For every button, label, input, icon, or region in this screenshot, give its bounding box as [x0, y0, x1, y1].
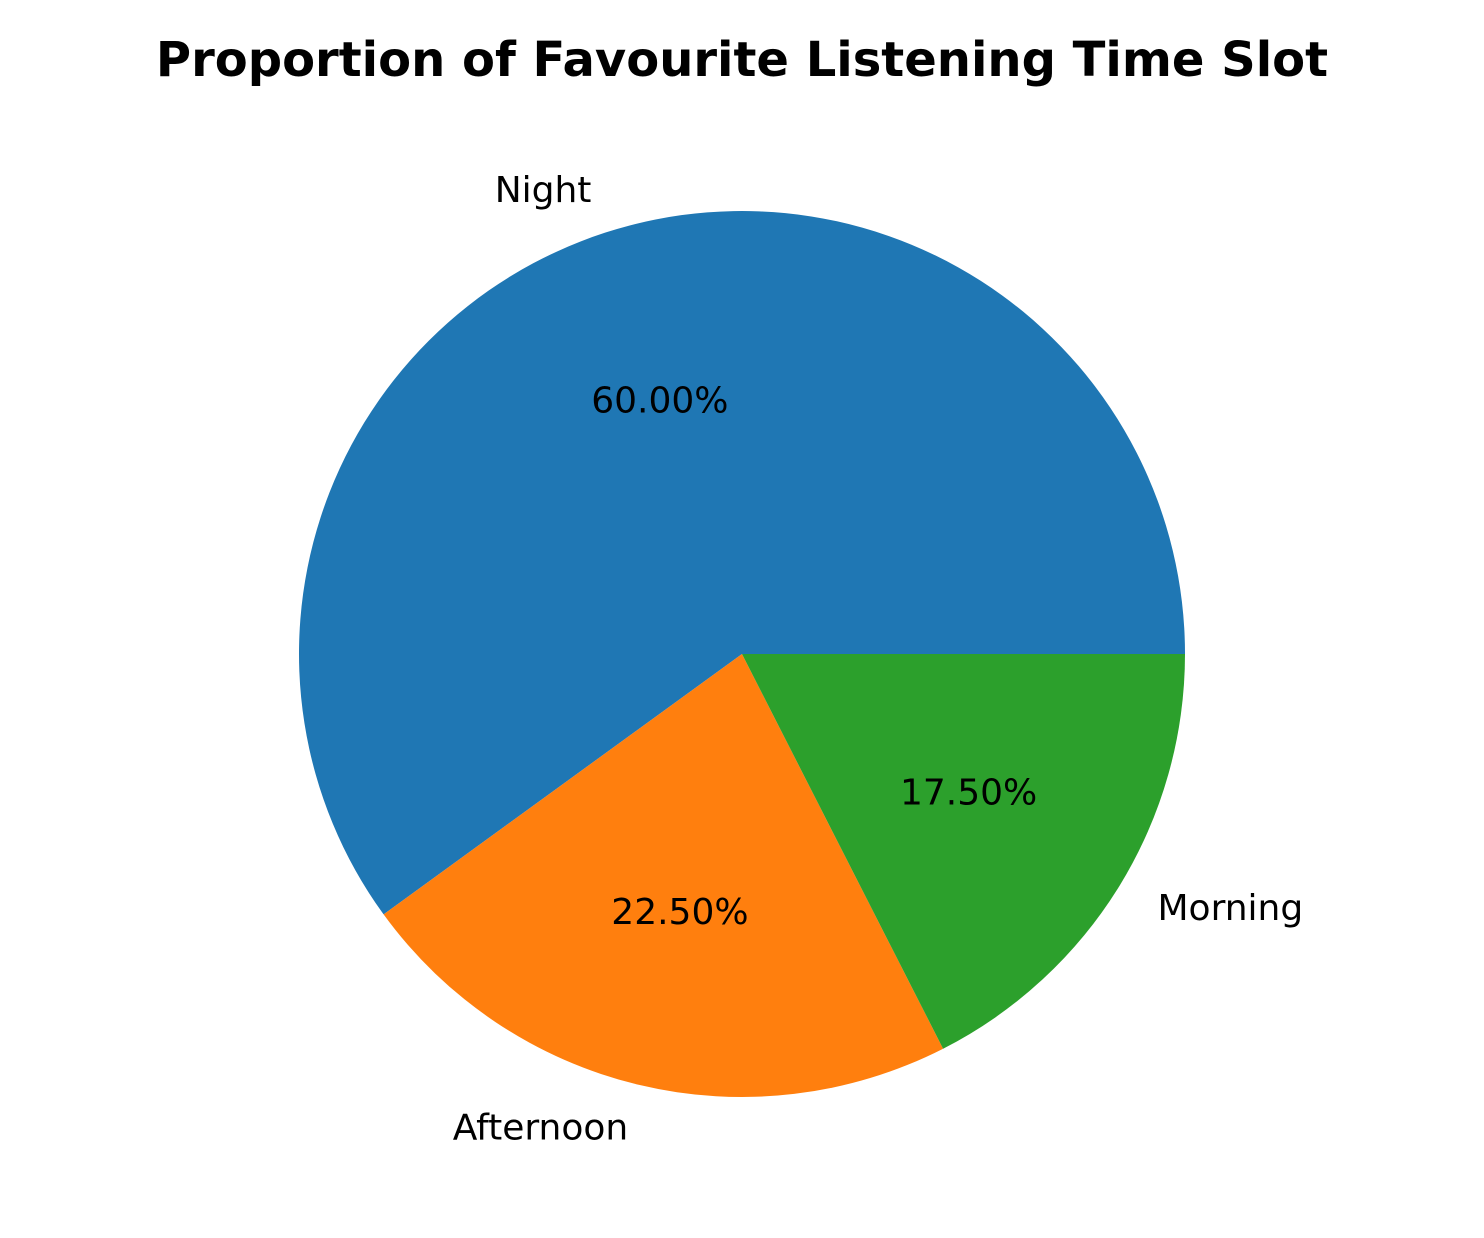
slice-label-night: Night [495, 170, 592, 211]
pie-slices [299, 211, 1186, 1097]
pie-labels: Night 60.00% Afternoon 22.50% Morning 17.50% [453, 170, 1303, 1148]
slice-label-afternoon: Afternoon [453, 1107, 629, 1148]
slice-percent-afternoon: 22.50% [611, 892, 748, 933]
chart-title: Proportion of Favourite Listening Time S… [156, 32, 1328, 88]
slice-percent-night: 60.00% [591, 381, 728, 422]
pie-slice-morning [742, 654, 1185, 1049]
pie-slice-afternoon [383, 654, 944, 1097]
pie-slice-night [299, 211, 1186, 915]
slice-label-morning: Morning [1157, 888, 1303, 929]
slice-percent-morning: 17.50% [900, 772, 1037, 813]
